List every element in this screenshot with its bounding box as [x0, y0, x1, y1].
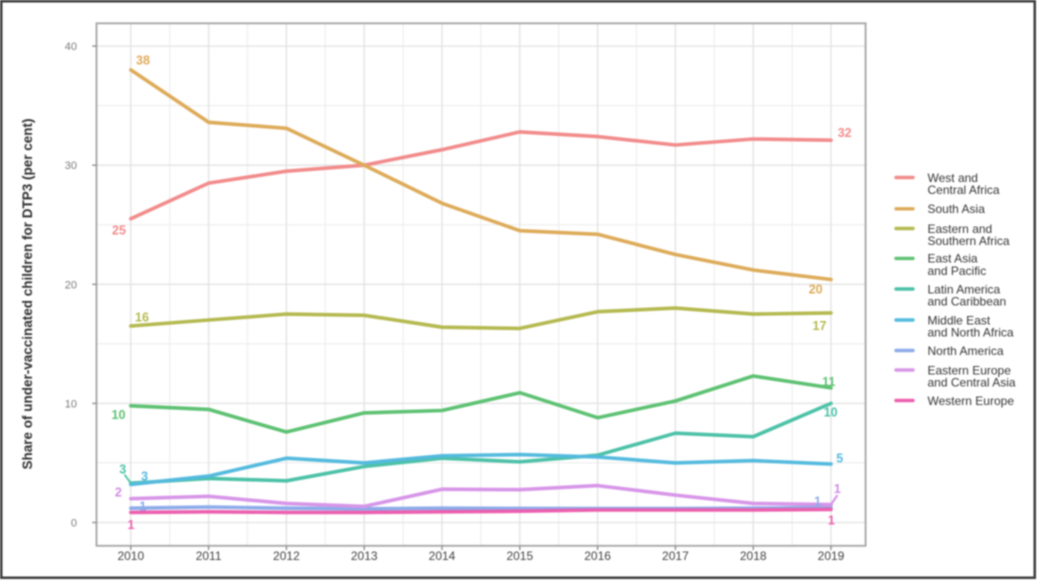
- svg-text:West and: West and: [928, 171, 978, 185]
- svg-text:0: 0: [71, 518, 77, 530]
- svg-text:38: 38: [136, 54, 150, 68]
- svg-text:1: 1: [828, 514, 835, 528]
- svg-text:1: 1: [128, 518, 135, 532]
- svg-text:Middle East: Middle East: [928, 313, 991, 327]
- svg-text:10: 10: [824, 405, 838, 419]
- svg-text:2015: 2015: [506, 549, 533, 563]
- svg-text:Southern Africa: Southern Africa: [928, 234, 1010, 248]
- svg-text:2019: 2019: [818, 549, 845, 563]
- svg-text:and Central Asia: and Central Asia: [928, 376, 1016, 390]
- svg-text:2013: 2013: [351, 549, 378, 563]
- svg-text:and Pacific: and Pacific: [928, 264, 987, 278]
- svg-text:30: 30: [65, 160, 77, 172]
- svg-text:1: 1: [834, 482, 841, 496]
- svg-text:2011: 2011: [196, 549, 222, 563]
- svg-text:and Caribbean: and Caribbean: [928, 295, 1007, 309]
- svg-text:Western Europe: Western Europe: [928, 394, 1015, 408]
- svg-text:Share of under-vaccinated chil: Share of under-vaccinated children for D…: [20, 118, 35, 469]
- svg-text:5: 5: [836, 452, 843, 466]
- svg-text:25: 25: [112, 223, 126, 237]
- svg-text:20: 20: [809, 283, 823, 297]
- svg-text:East Asia: East Asia: [928, 252, 978, 266]
- svg-text:1: 1: [139, 499, 146, 513]
- svg-text:Central Africa: Central Africa: [928, 183, 1000, 197]
- svg-text:and North Africa: and North Africa: [928, 326, 1014, 340]
- svg-text:32: 32: [838, 126, 852, 140]
- svg-text:20: 20: [65, 279, 77, 291]
- svg-text:17: 17: [813, 319, 827, 333]
- svg-text:2: 2: [115, 485, 122, 499]
- svg-text:2010: 2010: [117, 549, 144, 563]
- svg-text:10: 10: [112, 408, 126, 422]
- svg-text:South Asia: South Asia: [928, 202, 986, 216]
- svg-text:11: 11: [822, 375, 835, 389]
- svg-text:3: 3: [119, 463, 126, 477]
- svg-text:10: 10: [65, 398, 77, 410]
- svg-text:2012: 2012: [273, 549, 300, 563]
- svg-text:2017: 2017: [662, 549, 689, 563]
- svg-text:Eastern and: Eastern and: [928, 222, 993, 236]
- svg-text:North America: North America: [928, 344, 1004, 358]
- svg-text:3: 3: [141, 469, 148, 483]
- svg-text:40: 40: [65, 41, 77, 53]
- svg-text:Eastern Europe: Eastern Europe: [928, 363, 1012, 377]
- svg-text:2018: 2018: [740, 549, 767, 563]
- svg-text:2014: 2014: [429, 549, 456, 563]
- svg-text:Latin America: Latin America: [928, 282, 1001, 296]
- svg-text:1: 1: [814, 495, 821, 509]
- svg-text:2016: 2016: [584, 549, 611, 563]
- svg-text:16: 16: [135, 310, 149, 324]
